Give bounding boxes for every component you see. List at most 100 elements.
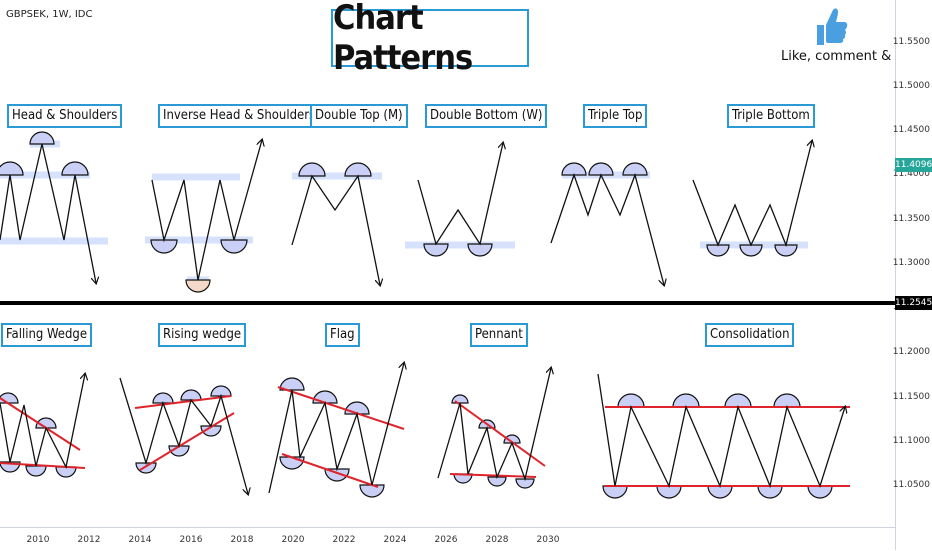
turning-point-arc <box>739 244 763 257</box>
pattern-label-flag: Flag <box>325 323 360 347</box>
price-level-line[interactable] <box>0 301 895 305</box>
falling-wedge-path <box>0 374 85 469</box>
double-top-path <box>291 174 380 285</box>
pattern-label-consolidation: Consolidation <box>705 323 795 347</box>
turning-point-arc <box>220 239 248 254</box>
turning-point-arc <box>279 377 305 391</box>
turning-point-arc <box>25 465 47 477</box>
turning-point-arc <box>467 243 493 257</box>
time-axis[interactable]: 2010 2012 2014 2016 2018 2020 2022 2024 … <box>0 527 895 551</box>
pennant-path <box>437 368 551 482</box>
symbol-label[interactable]: GBPSEK, 1W, IDC <box>6 9 93 20</box>
turning-point-arc <box>359 484 385 498</box>
turning-point-arc <box>0 392 19 404</box>
pattern-label-rising-wedge: Rising wedge <box>158 323 247 347</box>
y-tick-label: 11.4000 <box>892 169 930 179</box>
trend-line <box>134 395 232 409</box>
turning-point-arc <box>706 244 730 257</box>
resistance-band <box>292 172 382 180</box>
x-tick-label: 2022 <box>332 535 356 545</box>
neckline-band <box>145 236 253 244</box>
pattern-label-falling-wedge: Falling Wedge <box>1 323 93 347</box>
chart-plot-area[interactable] <box>0 0 895 527</box>
y-tick-label: 11.4500 <box>892 125 930 135</box>
x-tick-label: 2012 <box>77 535 101 545</box>
turning-point-arc <box>152 392 174 404</box>
y-tick-label: 11.5000 <box>892 81 930 91</box>
y-tick-label: 11.3000 <box>892 258 930 268</box>
double-bottom-path <box>417 143 503 246</box>
turning-point-arc <box>503 434 521 444</box>
turning-point-arc <box>724 393 752 408</box>
turning-point-arc <box>210 385 232 397</box>
turning-point-arc <box>55 466 77 478</box>
turning-point-arc <box>180 389 202 401</box>
consolidation-path <box>597 373 845 489</box>
x-tick-label: 2018 <box>230 535 254 545</box>
trend-line <box>139 412 235 471</box>
x-tick-label: 2014 <box>128 535 152 545</box>
turning-point-arc <box>707 485 733 499</box>
y-tick-label: 11.3500 <box>892 214 930 224</box>
turning-point-arc <box>656 485 682 499</box>
pattern-label-head-shoulders: Head & Shoulders <box>7 104 123 128</box>
turning-point-arc <box>298 162 326 177</box>
head-shoulders-path <box>0 143 96 283</box>
x-tick-label: 2030 <box>536 535 560 545</box>
current-price-tag: 11.4096 <box>895 158 932 172</box>
turning-point-arc <box>588 162 614 176</box>
turning-point-arc <box>773 393 801 408</box>
turning-point-arc <box>622 162 648 176</box>
resistance-band <box>0 171 90 179</box>
trend-line <box>277 386 405 430</box>
turning-point-arc <box>807 485 833 499</box>
turning-point-arc <box>774 244 798 257</box>
line-price-tag: 11.2545 <box>895 296 932 310</box>
pattern-drawings <box>0 131 850 499</box>
y-tick-label: 11.1500 <box>892 392 930 402</box>
turning-point-arc <box>602 485 628 499</box>
trend-line <box>0 397 81 451</box>
turning-point-arc <box>515 478 535 489</box>
y-tick-label: 11.0500 <box>892 480 930 490</box>
turning-point-arc <box>617 393 645 408</box>
triple-top-path <box>550 172 664 285</box>
resistance-band <box>152 173 240 181</box>
turning-point-arc <box>0 161 24 176</box>
pattern-label-triple-bottom: Triple Bottom <box>727 104 815 128</box>
pattern-label-pennant: Pennant <box>470 323 528 347</box>
trend-line <box>0 462 86 469</box>
turning-point-arc <box>561 162 587 176</box>
turning-point-arc <box>757 485 783 499</box>
pattern-label-triple-top: Triple Top <box>583 104 648 128</box>
neckline-band <box>0 237 108 245</box>
y-tick-label: 11.1000 <box>892 436 930 446</box>
x-tick-label: 2024 <box>383 535 407 545</box>
turning-point-arc <box>423 243 449 257</box>
triple-bottom-path <box>692 141 812 248</box>
turning-point-arc <box>344 162 372 177</box>
turning-point-arc <box>185 279 211 293</box>
turning-point-arc <box>487 476 507 487</box>
flag-path <box>268 363 404 494</box>
turning-point-arc <box>672 393 700 408</box>
turning-point-arc <box>29 131 55 145</box>
turning-point-arc <box>279 456 305 470</box>
x-tick-label: 2028 <box>485 535 509 545</box>
main-title: Chart Patterns <box>331 0 529 78</box>
y-tick-label: 11.2000 <box>892 347 930 357</box>
pattern-label-double-bottom: Double Bottom (W) <box>425 104 548 128</box>
x-tick-label: 2020 <box>281 535 305 545</box>
trend-line <box>281 453 379 488</box>
inverse-head-shoulders-path <box>151 140 262 281</box>
x-tick-label: 2010 <box>26 535 50 545</box>
turning-point-arc <box>61 161 89 176</box>
turning-point-arc <box>451 394 469 404</box>
rising-wedge-path <box>119 377 248 494</box>
turning-point-arc <box>150 239 178 254</box>
trend-line <box>449 473 537 478</box>
turning-point-arc <box>200 425 222 437</box>
y-tick-label: 11.5500 <box>892 37 930 47</box>
turning-point-arc <box>312 390 338 404</box>
price-axis[interactable]: 11.5500 11.5000 11.4500 11.4000 11.3500 … <box>892 0 932 550</box>
